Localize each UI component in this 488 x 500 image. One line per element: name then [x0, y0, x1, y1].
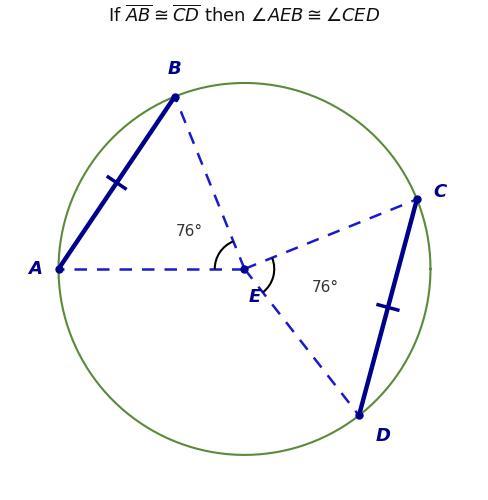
Text: E: E — [248, 288, 260, 306]
Text: 76°: 76° — [311, 280, 338, 294]
Text: C: C — [433, 183, 446, 201]
Text: A: A — [28, 260, 41, 278]
Text: D: D — [375, 426, 390, 444]
Title: If $\overline{\mathit{AB}} \cong \overline{\mathit{CD}}$ then $\angle\mathit{AEB: If $\overline{\mathit{AB}} \cong \overli… — [108, 4, 380, 26]
Text: B: B — [167, 60, 182, 78]
Text: 76°: 76° — [175, 224, 202, 239]
